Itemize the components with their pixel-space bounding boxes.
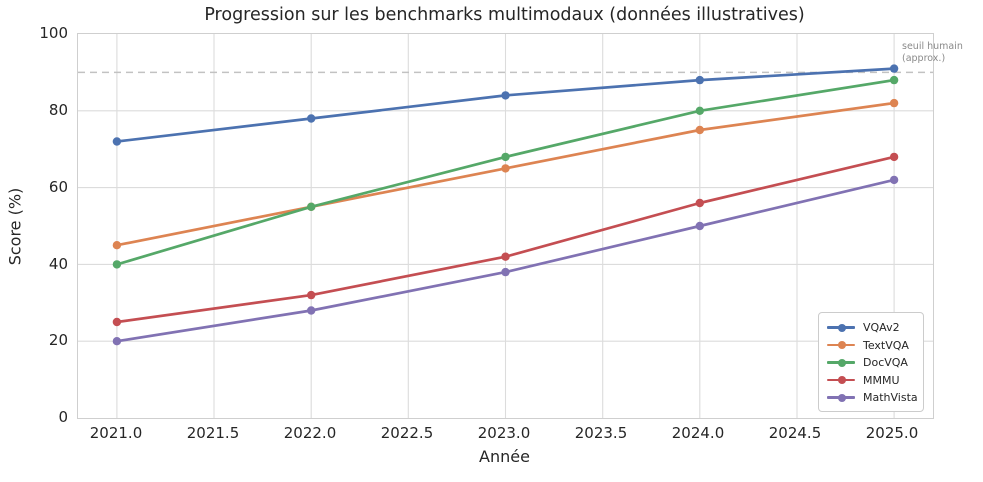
series-point-TextVQA	[501, 164, 510, 173]
series-point-DocVQA	[695, 106, 704, 116]
series-point-VQAv2	[695, 75, 704, 85]
y-tick-label: 60	[48, 178, 68, 196]
x-tick-label: 2024.0	[671, 424, 725, 442]
y-tick-label: 100	[39, 24, 68, 42]
x-tick-label: 2023.5	[574, 424, 628, 442]
series-point-VQAv2	[112, 137, 122, 146]
chart-canvas	[78, 34, 933, 418]
legend-item-textvqa: TextVQA	[827, 338, 915, 353]
y-axis-label: Score (%)	[5, 187, 25, 266]
series-point-MathVista	[112, 337, 122, 346]
legend: VQAv2 TextVQA DocVQA MMMU MathVista	[818, 312, 924, 412]
legend-line-marker-icon	[827, 376, 855, 385]
series-point-MMMU	[501, 252, 510, 261]
legend-line-marker-icon	[827, 393, 855, 402]
threshold-annotation-line2: (approx.)	[902, 53, 946, 65]
legend-label: MathVista	[863, 391, 918, 404]
legend-item-docvqa: DocVQA	[827, 355, 915, 370]
series-point-MMMU	[889, 152, 899, 162]
x-tick-label: 2023.0	[477, 424, 531, 442]
x-tick-label: 2025.0	[865, 424, 919, 442]
legend-label: DocVQA	[863, 356, 908, 369]
series-point-MathVista	[501, 267, 510, 277]
series-point-MMMU	[307, 290, 316, 300]
x-tick-label: 2021.5	[186, 424, 240, 442]
series-point-TextVQA	[112, 241, 122, 250]
series-point-DocVQA	[889, 75, 899, 85]
legend-line-marker-icon	[827, 323, 855, 332]
y-tick-label: 20	[48, 331, 68, 349]
y-tick-label: 40	[48, 255, 68, 273]
legend-line-marker-icon	[827, 358, 855, 367]
x-tick-label: 2022.0	[283, 424, 337, 442]
series-point-TextVQA	[889, 98, 899, 108]
x-axis-label: Année	[479, 447, 530, 466]
series-point-MathVista	[889, 175, 899, 185]
legend-line-marker-icon	[827, 341, 855, 350]
x-tick-label: 2021.0	[89, 424, 143, 442]
series-point-MMMU	[695, 198, 704, 208]
x-tick-label: 2022.5	[380, 424, 434, 442]
y-tick-label: 80	[48, 101, 68, 119]
legend-item-mathvista: MathVista	[827, 390, 918, 405]
series-point-DocVQA	[112, 260, 122, 269]
series-point-DocVQA	[501, 152, 510, 162]
series-point-VQAv2	[501, 91, 510, 100]
series-point-MMMU	[112, 317, 122, 327]
legend-item-vqav2: VQAv2	[827, 320, 915, 335]
legend-label: VQAv2	[863, 321, 900, 334]
series-point-DocVQA	[307, 202, 316, 211]
x-tick-label: 2024.5	[768, 424, 822, 442]
series-point-VQAv2	[889, 64, 899, 73]
plot-area	[77, 33, 934, 419]
series-point-VQAv2	[307, 114, 316, 123]
chart-title: Progression sur les benchmarks multimoda…	[204, 5, 805, 25]
series-point-MathVista	[695, 221, 704, 231]
y-tick-label: 0	[58, 408, 68, 426]
threshold-annotation: seuil humain (approx.)	[902, 41, 963, 66]
legend-label: MMMU	[863, 373, 900, 387]
legend-item-mmmu: MMMU	[827, 373, 915, 388]
legend-label: TextVQA	[863, 338, 909, 352]
series-point-TextVQA	[695, 125, 704, 135]
threshold-annotation-line1: seuil humain	[902, 41, 963, 52]
series-point-MathVista	[307, 306, 316, 315]
